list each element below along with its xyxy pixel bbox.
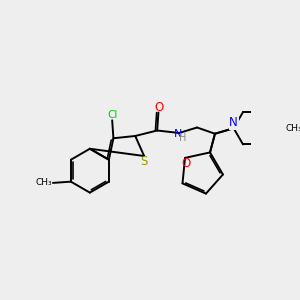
Text: N: N: [229, 116, 238, 129]
Text: Cl: Cl: [107, 110, 117, 120]
Text: CH₃: CH₃: [286, 124, 300, 133]
Text: N: N: [229, 116, 238, 129]
Text: CH₃: CH₃: [36, 178, 52, 188]
Text: O: O: [181, 157, 190, 170]
Text: N: N: [174, 129, 182, 139]
Text: S: S: [140, 155, 147, 168]
Text: H: H: [179, 134, 187, 143]
Text: O: O: [154, 100, 164, 114]
Text: N: N: [230, 117, 239, 130]
